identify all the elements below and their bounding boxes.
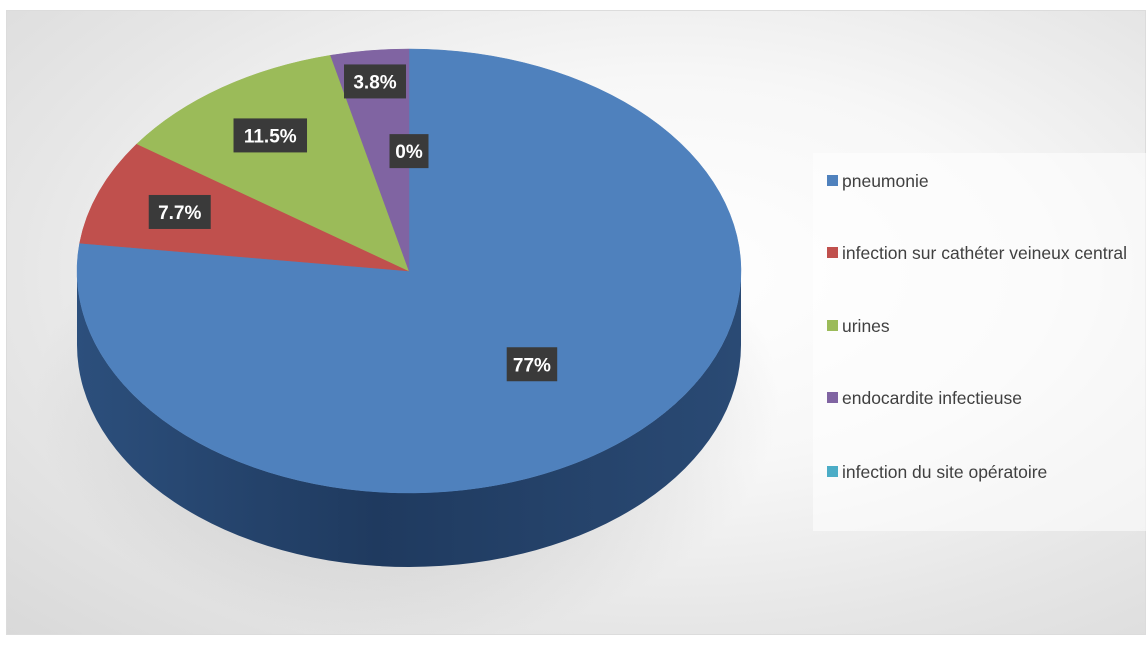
pie-top xyxy=(76,48,742,494)
legend-label: urines xyxy=(842,316,890,336)
data-label: 11.5% xyxy=(244,126,297,147)
pie-chart: 77% 7.7% 11.5% 3.8% 0% xyxy=(35,48,779,634)
legend-label: pneumonie xyxy=(842,171,929,191)
data-label: 3.8% xyxy=(353,72,396,93)
legend-label: infection du site opératoire xyxy=(842,462,1048,482)
chart-area: 77% 7.7% 11.5% 3.8% 0% pneumonie infection su… xyxy=(6,10,1147,635)
data-label-box xyxy=(233,118,308,153)
legend-label: endocardite infectieuse xyxy=(842,388,1022,408)
legend-label: infection sur cathéter veineux central xyxy=(842,243,1128,263)
slice-infection-sur-catheter-veineux-central xyxy=(79,143,410,272)
pie-side-wall xyxy=(77,271,741,567)
data-label-box xyxy=(344,64,406,99)
slice-urines xyxy=(136,55,410,272)
legend-swatch xyxy=(827,392,838,403)
slice-endocardite-infectieuse xyxy=(330,48,410,272)
pie-side xyxy=(77,271,741,567)
legend-swatch xyxy=(827,320,838,331)
slice-pneumonie xyxy=(76,48,742,494)
legend-swatch xyxy=(827,247,838,258)
data-label: 77% xyxy=(513,355,551,376)
data-label-box xyxy=(148,194,211,229)
legend-swatch xyxy=(827,175,838,186)
data-label: 7.7% xyxy=(158,203,201,224)
pie-labels: 77% 7.7% 11.5% 3.8% 0% xyxy=(148,64,558,382)
data-label: 0% xyxy=(395,142,423,163)
legend-swatch xyxy=(827,466,838,477)
legend: pneumonie infection sur cathéter veineux … xyxy=(813,153,1147,531)
data-label-box xyxy=(389,134,429,169)
data-label-box xyxy=(506,347,558,382)
